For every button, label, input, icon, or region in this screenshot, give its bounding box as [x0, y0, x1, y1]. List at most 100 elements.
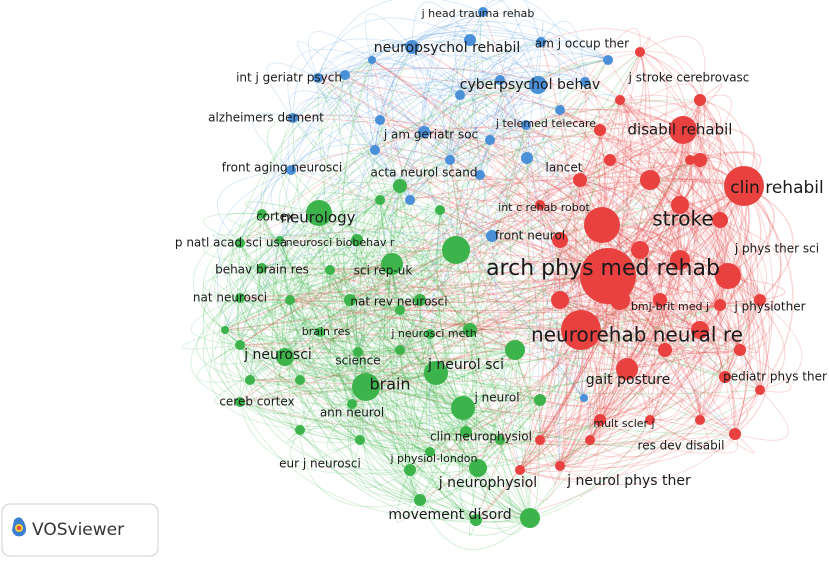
node: [286, 165, 296, 175]
edge: [475, 376, 726, 521]
edge: [299, 249, 457, 381]
edge: [292, 34, 542, 119]
edge: [626, 368, 662, 424]
edge: [329, 269, 471, 331]
edge: [379, 199, 479, 469]
edge: [391, 263, 464, 409]
edge: [329, 269, 701, 331]
edge: [373, 199, 421, 301]
node: [635, 47, 645, 57]
edge: [559, 299, 621, 467]
edge: [559, 109, 726, 378]
edge: [285, 149, 376, 301]
edge: [325, 299, 361, 441]
edge: [340, 263, 393, 301]
edge: [329, 259, 681, 271]
edge: [474, 11, 484, 176]
edge: [584, 27, 641, 83]
edge: [436, 209, 464, 409]
edge: [525, 124, 741, 351]
node-label: stroke: [652, 207, 713, 231]
edge: [679, 129, 711, 261]
node: [257, 209, 267, 219]
edge: [239, 185, 401, 346]
edge: [245, 267, 321, 333]
edge: [601, 224, 667, 351]
edge: [689, 159, 727, 331]
edge: [371, 59, 561, 241]
edge: [639, 249, 706, 421]
node: [535, 435, 545, 445]
edge: [482, 0, 542, 43]
edge: [727, 275, 786, 301]
edge: [224, 329, 431, 453]
edge: [290, 130, 491, 171]
edge: [249, 209, 441, 381]
edge: [435, 372, 541, 442]
edge: [344, 63, 527, 126]
edge: [391, 263, 736, 435]
edge: [649, 419, 739, 454]
edge: [261, 267, 541, 401]
node: [221, 326, 229, 334]
edge: [239, 204, 541, 346]
edge: [231, 213, 291, 301]
edge: [351, 349, 401, 441]
edge: [299, 174, 481, 381]
node-label: cortex: [256, 210, 294, 224]
edge: [279, 124, 527, 241]
edge: [319, 249, 457, 333]
edge: [479, 41, 542, 176]
edge: [224, 329, 501, 441]
edge: [580, 204, 681, 331]
edge: [649, 129, 696, 421]
edge: [540, 28, 701, 101]
node: [584, 207, 620, 243]
edge: [190, 297, 241, 403]
edge: [539, 159, 611, 441]
edge: [475, 329, 582, 521]
edge: [482, 11, 561, 301]
edge: [224, 249, 457, 331]
edge: [449, 115, 527, 161]
edge: [326, 403, 361, 451]
edge: [244, 299, 351, 381]
edge: [429, 439, 501, 476]
edge: [317, 70, 491, 141]
edge: [292, 117, 681, 206]
edge: [420, 131, 457, 251]
edge: [579, 179, 598, 441]
edge: [319, 331, 479, 469]
edge: [371, 59, 609, 277]
edge: [559, 275, 609, 467]
edge: [639, 51, 706, 161]
node: [235, 397, 245, 407]
node-label: j neurophysiol: [438, 475, 537, 491]
edge: [282, 169, 361, 441]
edge: [537, 84, 561, 467]
edge: [639, 51, 690, 206]
edge: [246, 239, 358, 381]
node-label: j head trauma rehab: [421, 7, 535, 20]
node: [555, 461, 565, 471]
node: [529, 76, 547, 94]
edge: [318, 212, 471, 331]
node: [555, 105, 565, 115]
edge: [601, 99, 701, 226]
edge: [399, 185, 701, 331]
edge: [479, 174, 651, 421]
node: [604, 154, 616, 166]
edge: [209, 329, 301, 431]
edge: [284, 249, 457, 358]
edge: [719, 219, 765, 435]
edge: [499, 79, 531, 519]
edge: [419, 99, 621, 301]
edge: [439, 209, 585, 399]
edge: [469, 329, 585, 399]
edge: [679, 157, 721, 206]
edge: [399, 309, 464, 409]
edge: [322, 74, 361, 441]
edge: [469, 159, 691, 331]
node-label: mult scler j: [593, 417, 654, 430]
